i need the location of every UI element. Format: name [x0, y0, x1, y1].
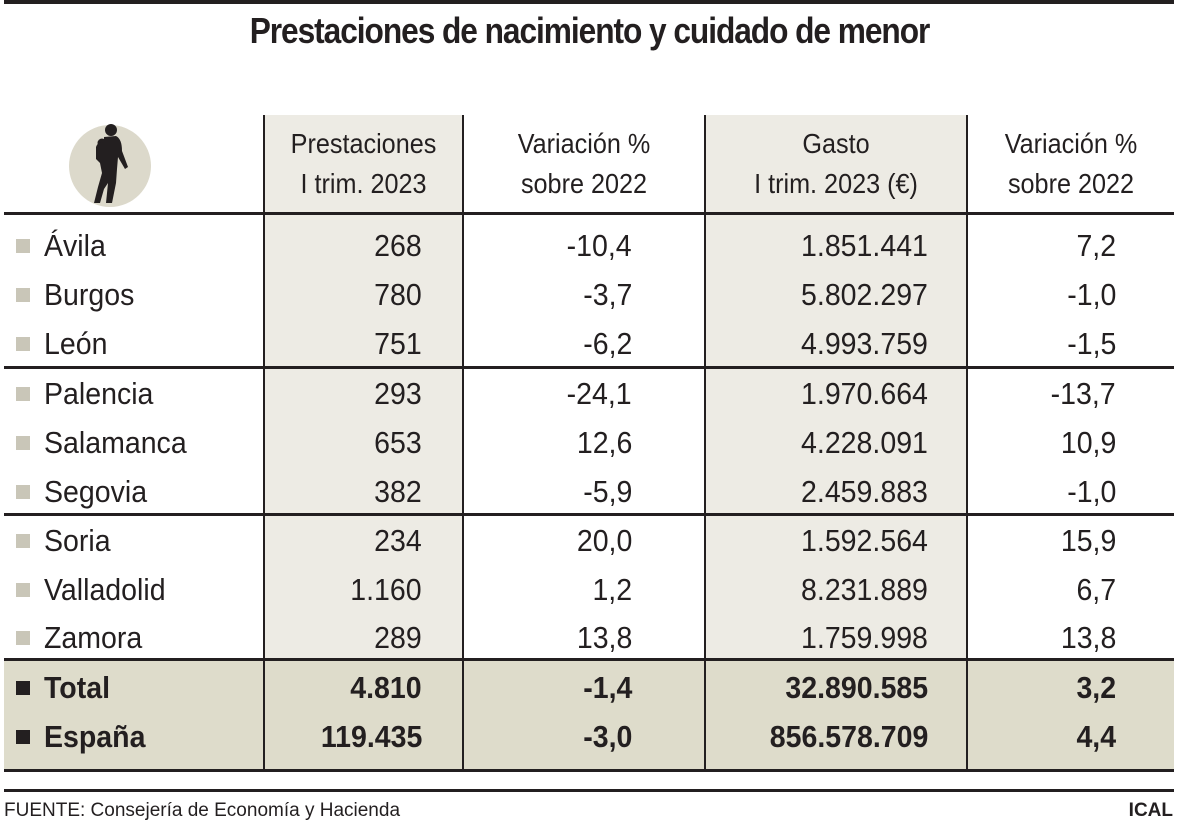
- header-variacion-prestaciones: Variación % sobre 2022: [517, 127, 651, 199]
- table-row: Valladolid 1.160 1,2 8.231.889 6,7: [4, 565, 1174, 614]
- bottom-rule: [4, 769, 1174, 772]
- column-divider-3: [704, 115, 706, 772]
- column-divider-1: [263, 115, 265, 772]
- table-row: Soria 234 20,0 1.592.564 15,9: [4, 516, 1174, 565]
- bullet-icon: [16, 582, 30, 597]
- page-title: Prestaciones de nacimiento y cuidado de …: [249, 10, 931, 51]
- table-row: Zamora 289 13,8 1.759.998 13,8: [4, 613, 1174, 662]
- column-shade-gasto: [706, 115, 966, 660]
- totals-rule: [4, 658, 1174, 661]
- bullet-icon: [16, 533, 30, 548]
- column-divider-2: [462, 115, 464, 772]
- bullet-icon: [16, 287, 30, 302]
- header-prestaciones: Prestaciones I trim. 2023: [290, 127, 437, 199]
- table-row: Burgos 780 -3,7 5.802.297 -1,0: [4, 270, 1174, 319]
- column-divider-4: [966, 115, 968, 772]
- group-rule-1: [4, 366, 1174, 369]
- bullet-icon: [16, 484, 30, 499]
- table-row: Salamanca 653 12,6 4.228.091 10,9: [4, 418, 1174, 467]
- group-rule-2: [4, 513, 1174, 516]
- bullet-icon: [16, 386, 30, 401]
- column-shade-prestaciones: [265, 115, 462, 660]
- header-variacion-gasto: Variación % sobre 2022: [1004, 127, 1138, 199]
- agency-credit: ICAL: [1128, 800, 1173, 821]
- table-row: León 751 -6,2 4.993.759 -1,5: [4, 319, 1174, 368]
- parent-carrying-child-icon: [94, 124, 128, 203]
- footer-rule: [4, 789, 1174, 792]
- bullet-icon: [16, 336, 30, 351]
- table-row: Segovia 382 -5,9 2.459.883 -1,0: [4, 467, 1174, 516]
- totals-background: [4, 660, 1174, 770]
- table-row: Ávila 268 -10,4 1.851.441 7,2: [4, 221, 1174, 270]
- bullet-icon: [16, 238, 30, 253]
- table-row: Palencia 293 -24,1 1.970.664 -13,7: [4, 369, 1174, 418]
- header-rule: [4, 212, 1174, 215]
- source-note: FUENTE: Consejería de Economía y Haciend…: [4, 800, 401, 821]
- data-table: Prestaciones I trim. 2023 Variación % so…: [4, 115, 1174, 775]
- bullet-icon: [16, 630, 30, 645]
- header-gasto: Gasto I trim. 2023 (€): [754, 127, 918, 199]
- bullet-icon: [16, 435, 30, 450]
- total-row: Total 4.810 -1,4 32.890.585 3,2: [4, 663, 1174, 712]
- espana-row: España 119.435 -3,0 856.578.709 4,4: [4, 712, 1174, 761]
- top-rule: [4, 0, 1174, 4]
- bullet-icon: [16, 729, 30, 744]
- bullet-icon: [16, 680, 30, 695]
